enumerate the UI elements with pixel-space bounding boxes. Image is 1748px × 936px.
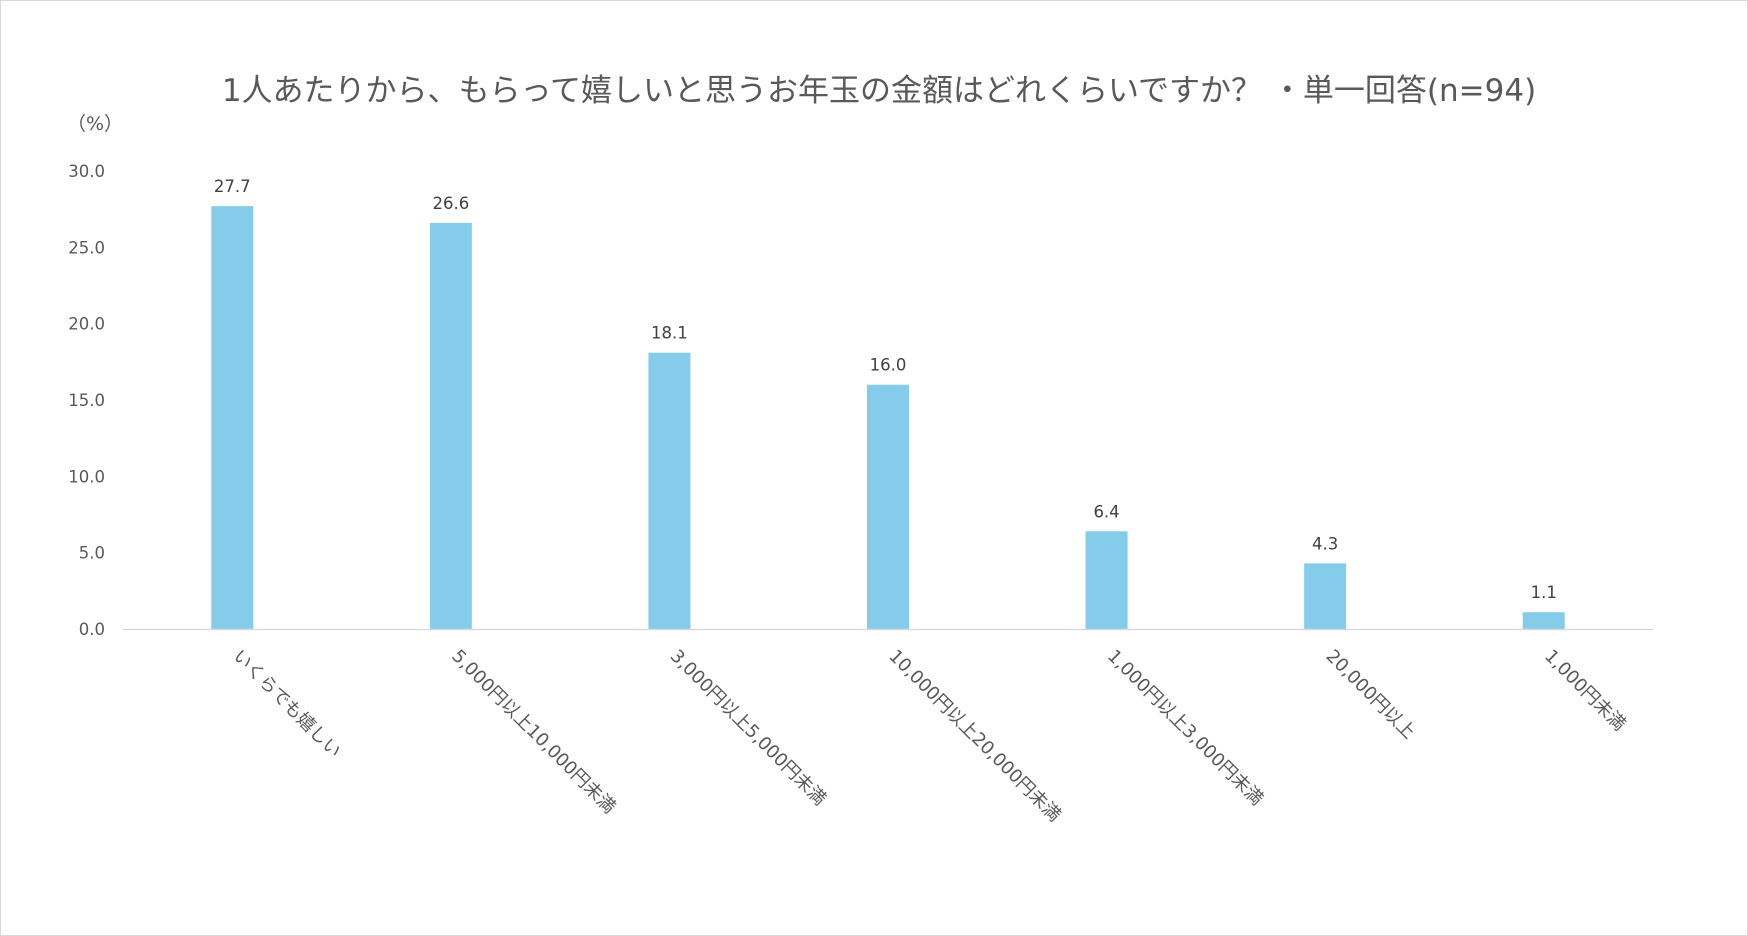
chart-title: 1人あたりから、もらって嬉しいと思うお年玉の金額はどれくらいですか？ ・単一回答… (222, 73, 1536, 109)
bar (1522, 612, 1565, 629)
x-axis-ticks: いくらでも嬉しい 5,000円以上10,000円未満 3,000円以上5,000円未… (229, 646, 1630, 826)
data-label: 18.1 (651, 324, 688, 343)
x-tick-label: 1,000円未満 (1540, 646, 1629, 735)
bars (211, 206, 1565, 629)
x-tick-label: 3,000円以上5,000円未満 (666, 646, 830, 810)
y-axis-ticks: 0.0 5.0 10.0 15.0 20.0 25.0 30.0 (68, 162, 105, 639)
x-tick-label: 20,000円以上 (1322, 646, 1420, 744)
data-labels: 27.7 26.6 18.1 16.0 6.4 4.3 1.1 (214, 177, 1557, 602)
x-tick-label: 5,000円以上10,000円未満 (447, 646, 619, 818)
data-label: 27.7 (214, 177, 251, 196)
data-label: 26.6 (432, 194, 469, 213)
data-label: 6.4 (1093, 502, 1119, 521)
bar (429, 222, 472, 629)
bar (867, 384, 909, 629)
x-tick-label: 10,000円以上20,000円未満 (884, 646, 1064, 826)
data-label: 16.0 (870, 356, 907, 375)
data-label: 4.3 (1312, 534, 1338, 553)
y-tick-label: 5.0 (79, 544, 105, 563)
data-label: 1.1 (1531, 583, 1557, 602)
y-tick-label: 25.0 (68, 238, 105, 257)
y-tick-label: 20.0 (68, 315, 105, 334)
bar (1085, 531, 1128, 629)
y-tick-label: 10.0 (68, 467, 105, 486)
y-tick-label: 0.0 (79, 620, 105, 639)
bar (1304, 563, 1347, 629)
y-tick-label: 30.0 (68, 162, 105, 181)
x-tick-label: 1,000円以上3,000円未満 (1103, 646, 1267, 810)
y-axis-unit-label: （%） (67, 113, 123, 135)
y-tick-label: 15.0 (68, 391, 105, 410)
bar (211, 206, 254, 629)
x-tick-label: いくらでも嬉しい (229, 646, 345, 762)
bar (648, 352, 691, 629)
